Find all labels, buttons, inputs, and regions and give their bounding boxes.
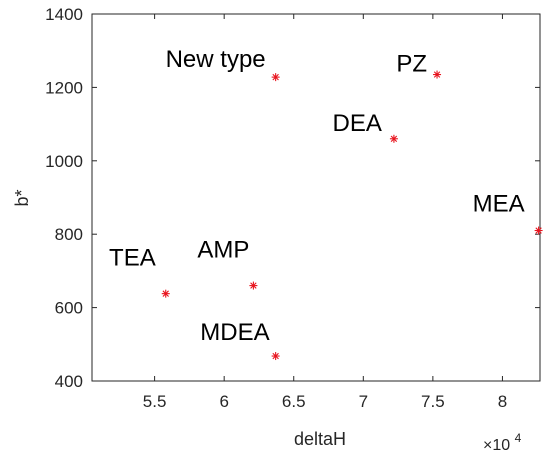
y-tick-label: 1400	[45, 5, 83, 24]
x-axis-exponent-base: ×10	[483, 437, 510, 454]
x-axis-exponent: ×10 4	[483, 431, 522, 454]
x-axis-exponent-power: 4	[515, 431, 522, 445]
x-tick-label: 8	[498, 392, 507, 411]
data-point-label: MEA	[473, 191, 525, 218]
y-tick-label: 1200	[45, 78, 83, 97]
data-point	[161, 289, 170, 298]
y-axis-ticks: 400 600 800 1000 1200 1400	[45, 5, 540, 391]
data-point	[271, 73, 280, 82]
y-tick-label: 600	[55, 299, 83, 318]
data-point-label: PZ	[396, 51, 427, 78]
data-point	[389, 134, 398, 143]
data-point	[249, 281, 258, 290]
data-point-label: MDEA	[200, 319, 269, 346]
data-point-label: New type	[166, 46, 266, 73]
data-point	[271, 352, 280, 361]
x-tick-label: 7	[359, 392, 368, 411]
plot-area	[91, 13, 541, 382]
x-tick-label: 6.5	[282, 392, 306, 411]
x-tick-label: 6	[219, 392, 228, 411]
data-point-labels: New type PZ DEA MEA TEA AMP MDEA	[109, 46, 525, 346]
data-points	[161, 70, 543, 361]
data-point	[534, 226, 543, 235]
x-tick-label: 7.5	[421, 392, 445, 411]
x-tick-label: 5.5	[143, 392, 167, 411]
x-axis-label: deltaH	[294, 429, 346, 449]
y-axis-label: b*	[12, 189, 32, 206]
data-point-label: AMP	[197, 237, 249, 264]
data-point	[433, 70, 442, 79]
x-axis-ticks: 5.5 6 6.5 7 7.5 8	[143, 14, 507, 411]
data-point-label: TEA	[109, 245, 156, 272]
y-tick-label: 400	[55, 372, 83, 391]
y-tick-label: 800	[55, 225, 83, 244]
y-tick-label: 1000	[45, 152, 83, 171]
data-point-label: DEA	[333, 110, 382, 137]
